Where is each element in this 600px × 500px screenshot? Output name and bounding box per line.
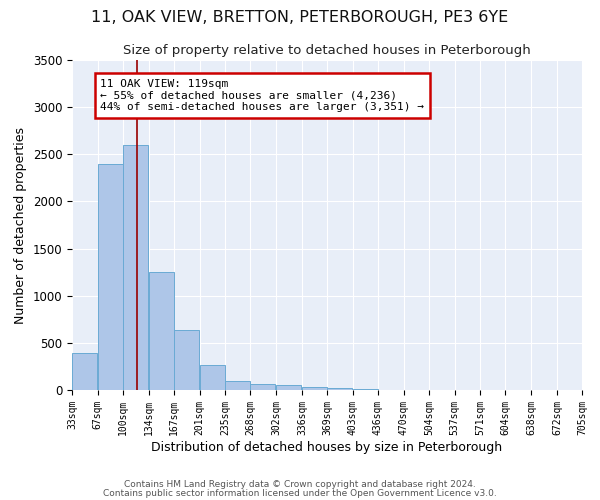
Text: 11, OAK VIEW, BRETTON, PETERBOROUGH, PE3 6YE: 11, OAK VIEW, BRETTON, PETERBOROUGH, PE3… — [91, 10, 509, 25]
X-axis label: Distribution of detached houses by size in Peterborough: Distribution of detached houses by size … — [151, 440, 503, 454]
Bar — [276, 385, 301, 390]
Bar — [250, 384, 275, 390]
Text: Contains HM Land Registry data © Crown copyright and database right 2024.: Contains HM Land Registry data © Crown c… — [124, 480, 476, 489]
Bar — [98, 164, 123, 390]
Bar — [226, 380, 250, 390]
Bar — [72, 353, 97, 390]
Y-axis label: Number of detached properties: Number of detached properties — [14, 126, 27, 324]
Bar — [353, 389, 378, 390]
Bar — [302, 386, 327, 390]
Title: Size of property relative to detached houses in Peterborough: Size of property relative to detached ho… — [123, 44, 531, 58]
Text: Contains public sector information licensed under the Open Government Licence v3: Contains public sector information licen… — [103, 490, 497, 498]
Bar — [149, 272, 173, 390]
Bar — [173, 330, 199, 390]
Bar — [123, 145, 148, 390]
Bar — [327, 388, 352, 390]
Bar — [199, 366, 224, 390]
Text: 11 OAK VIEW: 119sqm
← 55% of detached houses are smaller (4,236)
44% of semi-det: 11 OAK VIEW: 119sqm ← 55% of detached ho… — [100, 79, 424, 112]
